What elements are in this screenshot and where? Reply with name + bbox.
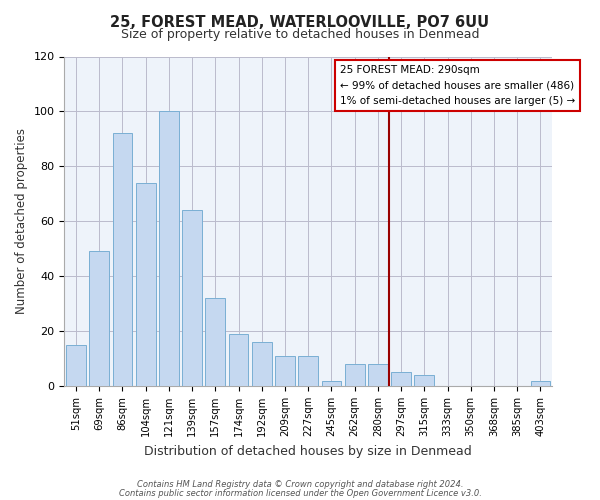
- Bar: [298, 356, 318, 386]
- Bar: [229, 334, 248, 386]
- Y-axis label: Number of detached properties: Number of detached properties: [15, 128, 28, 314]
- Bar: [205, 298, 225, 386]
- Bar: [66, 345, 86, 386]
- Bar: [252, 342, 272, 386]
- Bar: [136, 183, 155, 386]
- Bar: [391, 372, 411, 386]
- Bar: [113, 134, 133, 386]
- Bar: [368, 364, 388, 386]
- Bar: [322, 380, 341, 386]
- Bar: [275, 356, 295, 386]
- Bar: [182, 210, 202, 386]
- Bar: [345, 364, 365, 386]
- Text: 25 FOREST MEAD: 290sqm
← 99% of detached houses are smaller (486)
1% of semi-det: 25 FOREST MEAD: 290sqm ← 99% of detached…: [340, 64, 575, 106]
- Text: Contains HM Land Registry data © Crown copyright and database right 2024.: Contains HM Land Registry data © Crown c…: [137, 480, 463, 489]
- Text: 25, FOREST MEAD, WATERLOOVILLE, PO7 6UU: 25, FOREST MEAD, WATERLOOVILLE, PO7 6UU: [110, 15, 490, 30]
- X-axis label: Distribution of detached houses by size in Denmead: Distribution of detached houses by size …: [145, 444, 472, 458]
- Bar: [530, 380, 550, 386]
- Bar: [89, 252, 109, 386]
- Text: Size of property relative to detached houses in Denmead: Size of property relative to detached ho…: [121, 28, 479, 41]
- Bar: [159, 112, 179, 386]
- Text: Contains public sector information licensed under the Open Government Licence v3: Contains public sector information licen…: [119, 488, 481, 498]
- Bar: [415, 375, 434, 386]
